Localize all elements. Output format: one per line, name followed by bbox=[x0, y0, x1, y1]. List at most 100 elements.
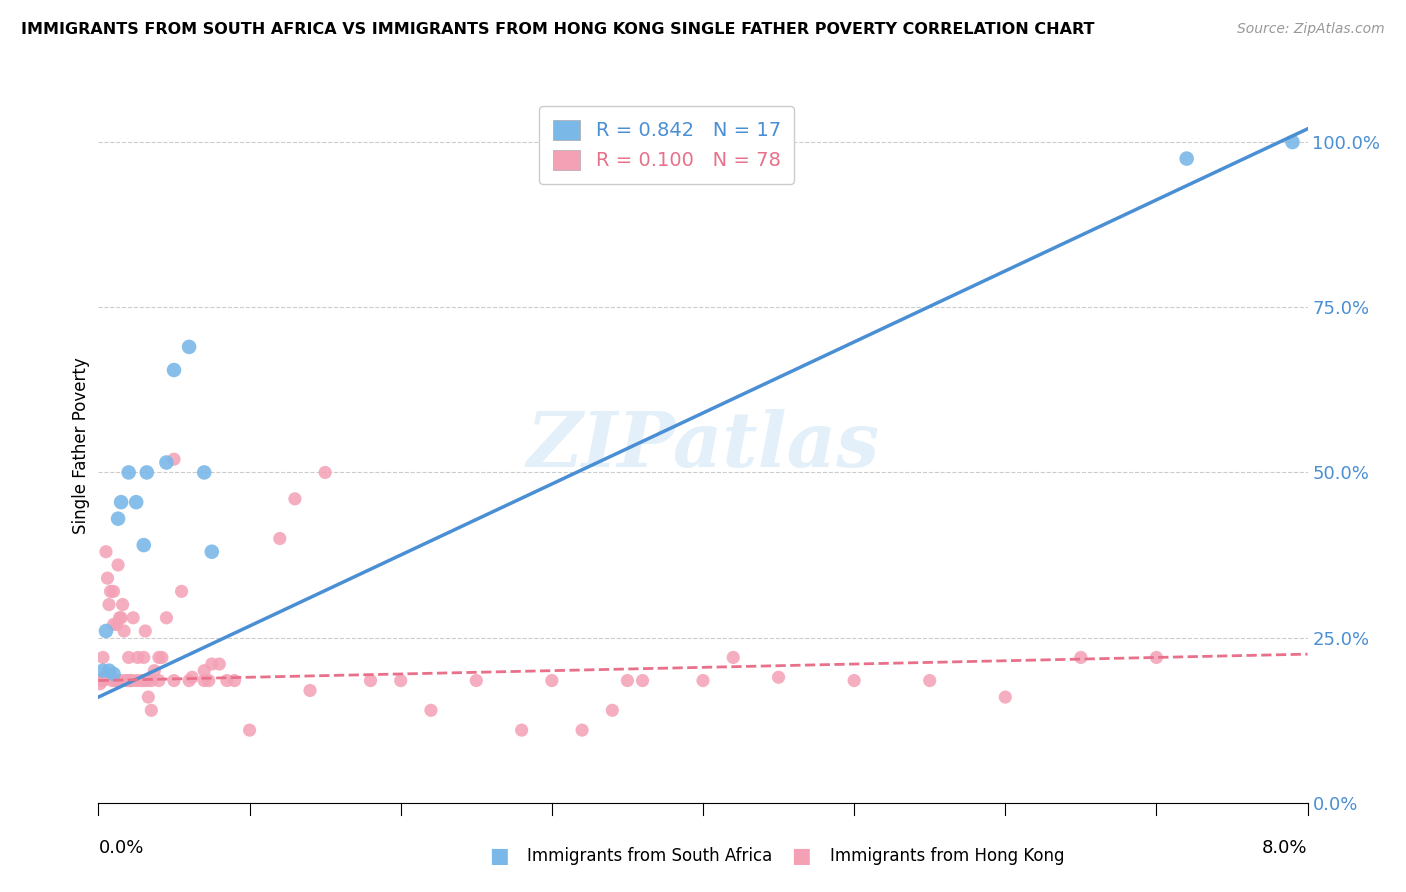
Point bbox=[616, 673, 638, 688]
Point bbox=[118, 466, 141, 480]
Point bbox=[155, 456, 177, 470]
Point bbox=[994, 690, 1017, 704]
Point bbox=[111, 598, 134, 612]
Point bbox=[105, 617, 128, 632]
Point bbox=[389, 673, 412, 688]
Point bbox=[110, 495, 132, 509]
Point bbox=[120, 673, 142, 688]
Y-axis label: Single Father Poverty: Single Father Poverty bbox=[72, 358, 90, 534]
Point bbox=[1175, 152, 1198, 166]
Point bbox=[602, 703, 624, 717]
Point bbox=[148, 673, 170, 688]
Point bbox=[118, 650, 141, 665]
Point bbox=[155, 611, 177, 625]
Legend: R = 0.842   N = 17, R = 0.100   N = 78: R = 0.842 N = 17, R = 0.100 N = 78 bbox=[538, 106, 794, 184]
Text: 8.0%: 8.0% bbox=[1263, 839, 1308, 857]
Point bbox=[284, 491, 307, 506]
Text: ■: ■ bbox=[489, 847, 509, 866]
Point bbox=[125, 495, 148, 509]
Point bbox=[179, 673, 201, 688]
Point bbox=[107, 511, 129, 525]
Point bbox=[89, 677, 111, 691]
Point bbox=[91, 650, 114, 665]
Point bbox=[94, 545, 117, 559]
Point bbox=[1146, 650, 1168, 665]
Point bbox=[420, 703, 443, 717]
Text: ■: ■ bbox=[792, 847, 811, 866]
Point bbox=[94, 624, 117, 638]
Point bbox=[541, 673, 564, 688]
Point bbox=[299, 683, 322, 698]
Point bbox=[132, 673, 155, 688]
Text: Immigrants from Hong Kong: Immigrants from Hong Kong bbox=[830, 847, 1064, 865]
Point bbox=[132, 538, 155, 552]
Point bbox=[135, 673, 157, 688]
Point bbox=[723, 650, 745, 665]
Point bbox=[114, 673, 136, 688]
Point bbox=[571, 723, 593, 738]
Point bbox=[90, 673, 112, 688]
Point bbox=[197, 673, 219, 688]
Point bbox=[141, 673, 163, 688]
Point bbox=[208, 657, 231, 671]
Point bbox=[107, 558, 129, 572]
Point bbox=[465, 673, 488, 688]
Point bbox=[193, 466, 215, 480]
Point bbox=[150, 650, 173, 665]
Point bbox=[631, 673, 654, 688]
Point bbox=[163, 452, 186, 467]
Point bbox=[100, 584, 122, 599]
Point bbox=[179, 340, 201, 354]
Point bbox=[94, 670, 117, 684]
Point bbox=[136, 690, 159, 704]
Point bbox=[91, 673, 114, 688]
Point bbox=[132, 650, 155, 665]
Point bbox=[108, 611, 131, 625]
Text: Immigrants from South Africa: Immigrants from South Africa bbox=[527, 847, 772, 865]
Point bbox=[193, 664, 215, 678]
Point bbox=[93, 670, 115, 684]
Point bbox=[239, 723, 262, 738]
Point bbox=[104, 673, 127, 688]
Point bbox=[125, 673, 148, 688]
Point bbox=[1070, 650, 1092, 665]
Point bbox=[98, 598, 121, 612]
Point bbox=[101, 673, 124, 688]
Point bbox=[103, 617, 125, 632]
Point bbox=[215, 673, 238, 688]
Point bbox=[201, 545, 224, 559]
Point bbox=[193, 673, 215, 688]
Point bbox=[110, 673, 132, 688]
Point bbox=[768, 670, 790, 684]
Point bbox=[360, 673, 382, 688]
Point bbox=[181, 670, 204, 684]
Point bbox=[314, 466, 336, 480]
Point bbox=[201, 657, 224, 671]
Point bbox=[98, 664, 121, 678]
Point bbox=[118, 673, 141, 688]
Point bbox=[844, 673, 866, 688]
Point bbox=[224, 673, 246, 688]
Point bbox=[112, 624, 135, 638]
Point bbox=[148, 650, 170, 665]
Point bbox=[122, 611, 145, 625]
Point bbox=[134, 624, 156, 638]
Point bbox=[918, 673, 941, 688]
Text: Source: ZipAtlas.com: Source: ZipAtlas.com bbox=[1237, 22, 1385, 37]
Point bbox=[103, 584, 125, 599]
Text: 0.0%: 0.0% bbox=[98, 839, 143, 857]
Point bbox=[121, 673, 143, 688]
Point bbox=[143, 664, 166, 678]
Point bbox=[269, 532, 291, 546]
Point bbox=[96, 571, 118, 585]
Text: ZIPatlas: ZIPatlas bbox=[526, 409, 880, 483]
Point bbox=[141, 703, 163, 717]
Point bbox=[129, 673, 152, 688]
Point bbox=[1281, 135, 1303, 149]
Point bbox=[91, 664, 114, 678]
Point bbox=[110, 611, 132, 625]
Point bbox=[163, 673, 186, 688]
Point bbox=[105, 673, 128, 688]
Point bbox=[127, 650, 149, 665]
Point bbox=[135, 466, 157, 480]
